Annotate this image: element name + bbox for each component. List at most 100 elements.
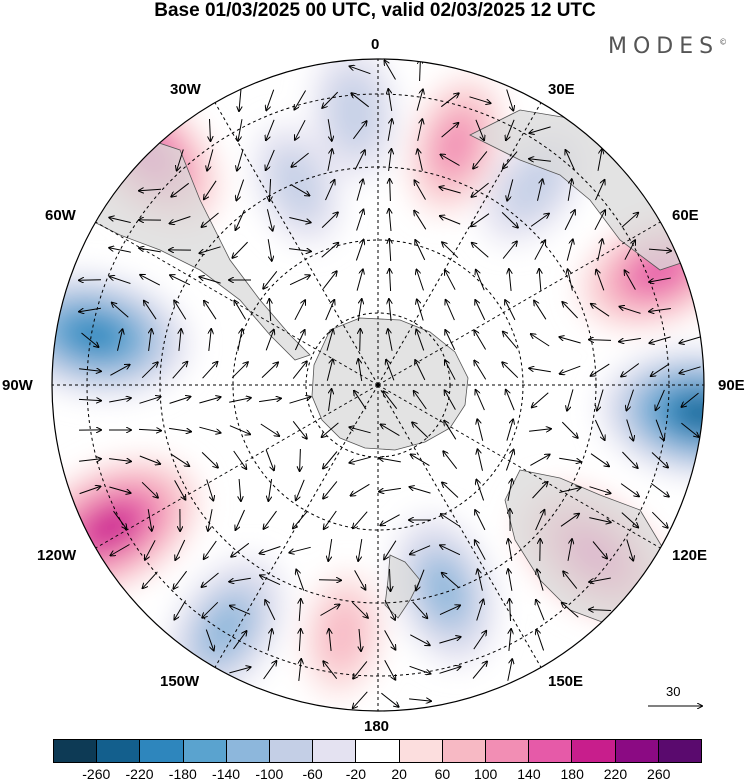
wind-vector-arrow <box>358 539 363 561</box>
wind-vector-arrow <box>233 450 247 469</box>
wind-vector-arrow <box>597 149 602 171</box>
wind-vector-arrow <box>207 149 214 170</box>
wind-vector-arrow <box>81 332 99 347</box>
wind-vector-arrow <box>231 362 248 379</box>
wind-vector-arrow <box>535 510 545 531</box>
lon-label-60e: 60E <box>672 207 699 224</box>
wind-vector-arrow <box>649 336 671 343</box>
wind-vector-arrow <box>296 479 305 500</box>
wind-vector-arrow <box>442 242 459 259</box>
wind-vector-arrow <box>649 277 671 282</box>
wind-vector-arrow <box>199 426 220 433</box>
wind-vector-arrow <box>507 659 512 681</box>
wind-vector-arrow <box>442 483 459 498</box>
wind-vector-arrow <box>562 302 578 319</box>
colorbar-tick-label: -180 <box>168 766 197 782</box>
wind-vector-arrow <box>139 248 161 253</box>
wind-vector-arrow <box>292 420 307 438</box>
wind-vector-arrow <box>620 307 641 314</box>
wind-vector-arrow <box>318 580 341 581</box>
wind-vector-arrow <box>294 300 305 321</box>
copyright-mark: © <box>719 37 728 47</box>
wind-vector-arrow <box>537 569 544 591</box>
wind-vector-arrow <box>410 634 429 645</box>
wind-vector-arrow <box>445 390 456 410</box>
wind-vector-arrow <box>238 119 243 141</box>
wind-vector-arrow <box>210 118 211 141</box>
wind-vector-arrow <box>409 699 431 701</box>
wind-vector-arrow <box>510 599 511 622</box>
wind-vector-arrow <box>439 667 461 674</box>
wind-vector-arrow <box>289 249 311 252</box>
wind-vector-arrow <box>322 271 336 290</box>
wind-vector-arrow <box>412 422 429 438</box>
wind-vector-arrow <box>530 214 549 227</box>
wind-vector-arrow <box>478 569 483 591</box>
wind-vector-arrow <box>328 539 333 561</box>
wind-vector-arrow <box>202 362 218 379</box>
wind-vector-arrow <box>299 629 300 652</box>
reference-vector-label: 30 <box>666 684 681 699</box>
wind-vector-arrow <box>199 277 221 284</box>
wind-vector-arrow <box>209 329 211 351</box>
wind-vector-arrow <box>415 180 426 200</box>
wind-vector-arrow <box>109 248 131 253</box>
positive-anomaly-contour <box>318 596 368 673</box>
wind-vector-arrow <box>349 427 371 434</box>
wind-vector-arrow <box>597 239 603 261</box>
wind-vector-arrow <box>536 600 545 621</box>
wind-vector-arrow <box>475 540 486 560</box>
wind-vector-arrow <box>415 240 426 261</box>
wind-vector-arrow <box>237 149 244 170</box>
colorbar-swatch <box>442 740 487 762</box>
wind-vector-arrow <box>625 270 636 290</box>
wind-vector-arrow <box>417 270 424 291</box>
wind-vector-arrow <box>295 119 306 140</box>
wind-vector-arrow <box>259 398 281 403</box>
colorbar-swatch <box>399 740 443 762</box>
wind-vector-arrow <box>596 270 605 291</box>
wind-vector-arrow <box>353 661 368 678</box>
wind-vector-arrow <box>589 610 612 611</box>
wind-vectors <box>79 59 701 708</box>
wind-vector-arrow <box>412 601 428 618</box>
wind-vector-arrow <box>171 182 190 196</box>
wind-vector-arrow <box>170 216 191 224</box>
colorbar-tick-label: 180 <box>560 766 584 782</box>
colorbar-swatch <box>572 740 616 762</box>
wind-vector-arrow <box>384 599 395 620</box>
modes-logo: MODES© <box>608 34 727 59</box>
wind-vector-arrow <box>234 301 247 320</box>
wind-vector-arrow <box>111 544 130 556</box>
wind-vector-arrow <box>356 269 363 291</box>
wind-vector-arrow <box>260 575 281 586</box>
wind-vector-arrow <box>109 459 131 462</box>
wind-vector-arrow <box>389 239 390 262</box>
wind-vector-arrow <box>321 212 338 228</box>
wind-vector-arrow <box>78 399 101 400</box>
wind-vector-arrow <box>79 486 101 495</box>
wind-vector-arrow <box>266 89 275 111</box>
wind-vector-arrow <box>537 179 543 201</box>
wind-vector-arrow <box>682 392 699 407</box>
wind-vector-arrow <box>139 397 161 404</box>
wind-vector-arrow <box>359 628 361 651</box>
lon-label-30w: 30W <box>170 81 201 98</box>
wind-vector-arrow <box>651 363 670 376</box>
wind-vector-arrow <box>299 659 301 681</box>
wind-vector-arrow <box>387 119 392 141</box>
wind-vector-arrow <box>229 398 251 403</box>
wind-vector-arrow <box>471 182 489 197</box>
wind-vector-arrow <box>503 151 518 169</box>
lon-label-180: 180 <box>364 718 390 735</box>
wind-vector-arrow <box>381 692 398 707</box>
wind-vector-arrow <box>441 514 460 527</box>
wind-vector-arrow <box>236 179 245 201</box>
wind-vector-arrow <box>236 209 245 230</box>
colorbar-swatch <box>658 740 702 762</box>
wind-vector-arrow <box>559 488 580 493</box>
wind-vector-arrow <box>534 240 545 260</box>
wind-vector-arrow <box>323 661 338 680</box>
wind-vector-arrow <box>265 449 274 471</box>
wind-vector-arrow <box>439 637 460 644</box>
